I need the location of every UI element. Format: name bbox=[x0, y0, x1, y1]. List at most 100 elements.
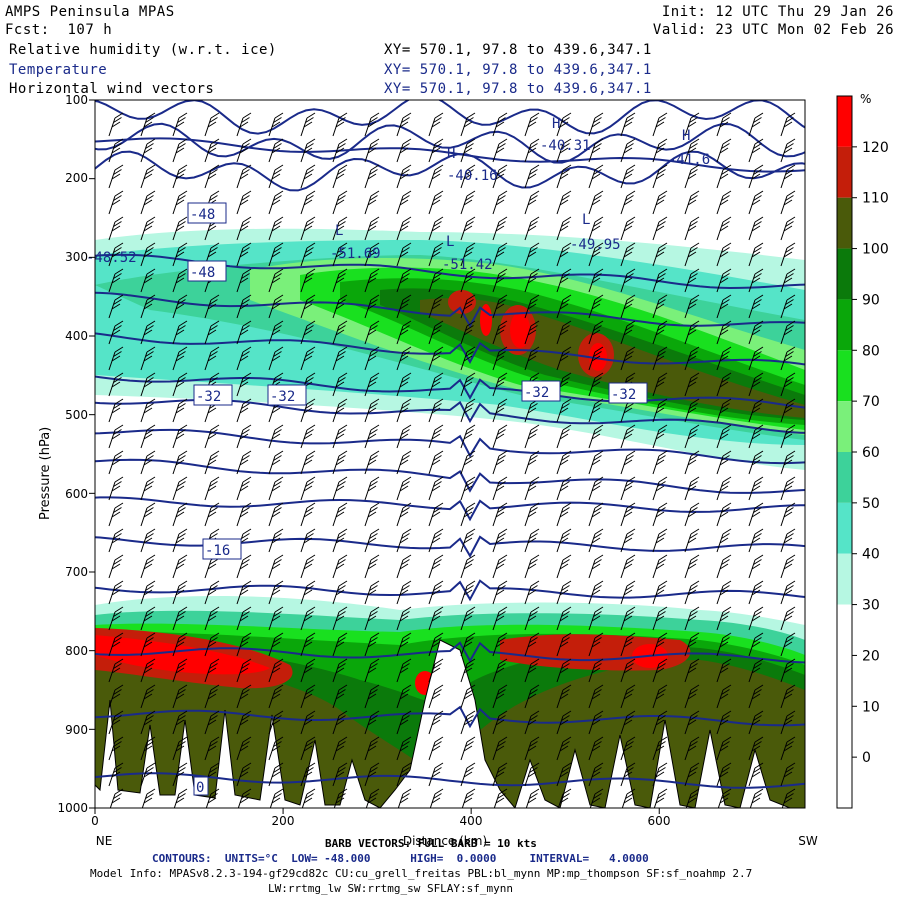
wind-barb bbox=[204, 164, 220, 189]
wind-barb bbox=[268, 294, 284, 319]
wind-barb bbox=[300, 398, 316, 423]
wind-barb bbox=[172, 736, 188, 761]
wind-barb bbox=[236, 164, 252, 189]
wind-barb bbox=[396, 294, 412, 319]
wind-barb bbox=[268, 502, 284, 527]
wind-barb bbox=[620, 424, 636, 449]
wind-barb bbox=[780, 606, 796, 631]
wind-barb bbox=[556, 450, 572, 475]
x-right-label: SW bbox=[798, 834, 818, 848]
wind-barb bbox=[204, 736, 220, 761]
wind-barb bbox=[620, 190, 636, 215]
wind-barb bbox=[556, 658, 572, 683]
wind-barb bbox=[428, 684, 444, 709]
wind-barb bbox=[684, 138, 700, 163]
wind-barb bbox=[716, 736, 732, 761]
wind-barb bbox=[492, 606, 508, 631]
y-axis-title: Pressure (hPa) bbox=[38, 427, 53, 520]
wind-barb bbox=[684, 216, 700, 241]
wind-barb bbox=[556, 684, 572, 709]
wind-barb bbox=[460, 190, 476, 215]
colorbar-label: 20 bbox=[862, 648, 880, 664]
extrema-type: H bbox=[552, 116, 560, 132]
init-time: Init: 12 UTC Thu 29 Jan 26 bbox=[661, 4, 894, 20]
extrema-value: -48.52 bbox=[86, 250, 137, 266]
wind-barb bbox=[236, 502, 252, 527]
wind-barb bbox=[492, 762, 508, 787]
wind-barb bbox=[620, 242, 636, 267]
wind-barb bbox=[236, 320, 252, 345]
wind-barb bbox=[620, 658, 636, 683]
wind-barb bbox=[300, 320, 316, 345]
wind-barb bbox=[108, 450, 124, 475]
wind-barb bbox=[556, 138, 572, 163]
wind-barb bbox=[748, 164, 764, 189]
wind-barb bbox=[364, 502, 380, 527]
wind-barb bbox=[364, 528, 380, 553]
wind-barb bbox=[460, 450, 476, 475]
wind-barb bbox=[108, 346, 124, 371]
wind-barb bbox=[236, 268, 252, 293]
wind-barb bbox=[108, 294, 124, 319]
wind-barb bbox=[620, 736, 636, 761]
wind-barb bbox=[588, 190, 604, 215]
wind-barb bbox=[332, 606, 348, 631]
wind-barb bbox=[716, 606, 732, 631]
wind-barb bbox=[204, 684, 220, 709]
wind-barb bbox=[748, 112, 764, 137]
wind-barb bbox=[396, 216, 412, 241]
wind-barb bbox=[492, 476, 508, 501]
wind-barb bbox=[428, 242, 444, 267]
wind-barb bbox=[588, 580, 604, 605]
wind-barb bbox=[620, 138, 636, 163]
wind-barb bbox=[524, 502, 540, 527]
wind-barb bbox=[492, 112, 508, 137]
wind-barb bbox=[492, 346, 508, 371]
wind-barb bbox=[204, 580, 220, 605]
wind-barb bbox=[268, 736, 284, 761]
wind-barb bbox=[589, 788, 604, 808]
wind-barb bbox=[652, 346, 668, 371]
wind-barb bbox=[428, 762, 444, 787]
wind-barb bbox=[236, 580, 252, 605]
wind-barb bbox=[108, 684, 124, 709]
wind-barb bbox=[364, 398, 380, 423]
wind-barb bbox=[396, 554, 412, 579]
wind-barb bbox=[684, 580, 700, 605]
wind-barb bbox=[300, 216, 316, 241]
wind-barb bbox=[493, 788, 508, 808]
wind-barb bbox=[332, 580, 348, 605]
colorbar-label: 70 bbox=[862, 394, 880, 410]
wind-barb bbox=[428, 658, 444, 683]
wind-barb bbox=[716, 216, 732, 241]
wind-barb bbox=[140, 736, 156, 761]
wind-barb bbox=[172, 554, 188, 579]
wind-barb bbox=[524, 268, 540, 293]
y-tick-label: 100 bbox=[65, 93, 88, 107]
wind-barb bbox=[332, 294, 348, 319]
wind-barb bbox=[620, 320, 636, 345]
wind-barb bbox=[396, 372, 412, 397]
wind-barb bbox=[716, 138, 732, 163]
wind-barb bbox=[172, 528, 188, 553]
wind-barb bbox=[236, 554, 252, 579]
colorbar-label: 30 bbox=[862, 598, 880, 614]
wind-barb bbox=[140, 242, 156, 267]
wind-barb bbox=[428, 346, 444, 371]
x-tick-label: 200 bbox=[272, 814, 295, 828]
wind-barb bbox=[460, 476, 476, 501]
wind-barb bbox=[780, 398, 796, 423]
wind-barb bbox=[236, 710, 252, 735]
wind-barb bbox=[716, 580, 732, 605]
wind-barb bbox=[268, 268, 284, 293]
colorbar-swatch bbox=[837, 655, 852, 707]
wind-barb bbox=[780, 580, 796, 605]
contour-label: -32 bbox=[270, 389, 295, 405]
colorbar-label: 60 bbox=[862, 445, 880, 461]
wind-barb bbox=[716, 632, 732, 657]
wind-barb bbox=[268, 606, 284, 631]
wind-barb bbox=[236, 216, 252, 241]
y-tick-label: 900 bbox=[65, 723, 88, 737]
wind-barb bbox=[108, 606, 124, 631]
